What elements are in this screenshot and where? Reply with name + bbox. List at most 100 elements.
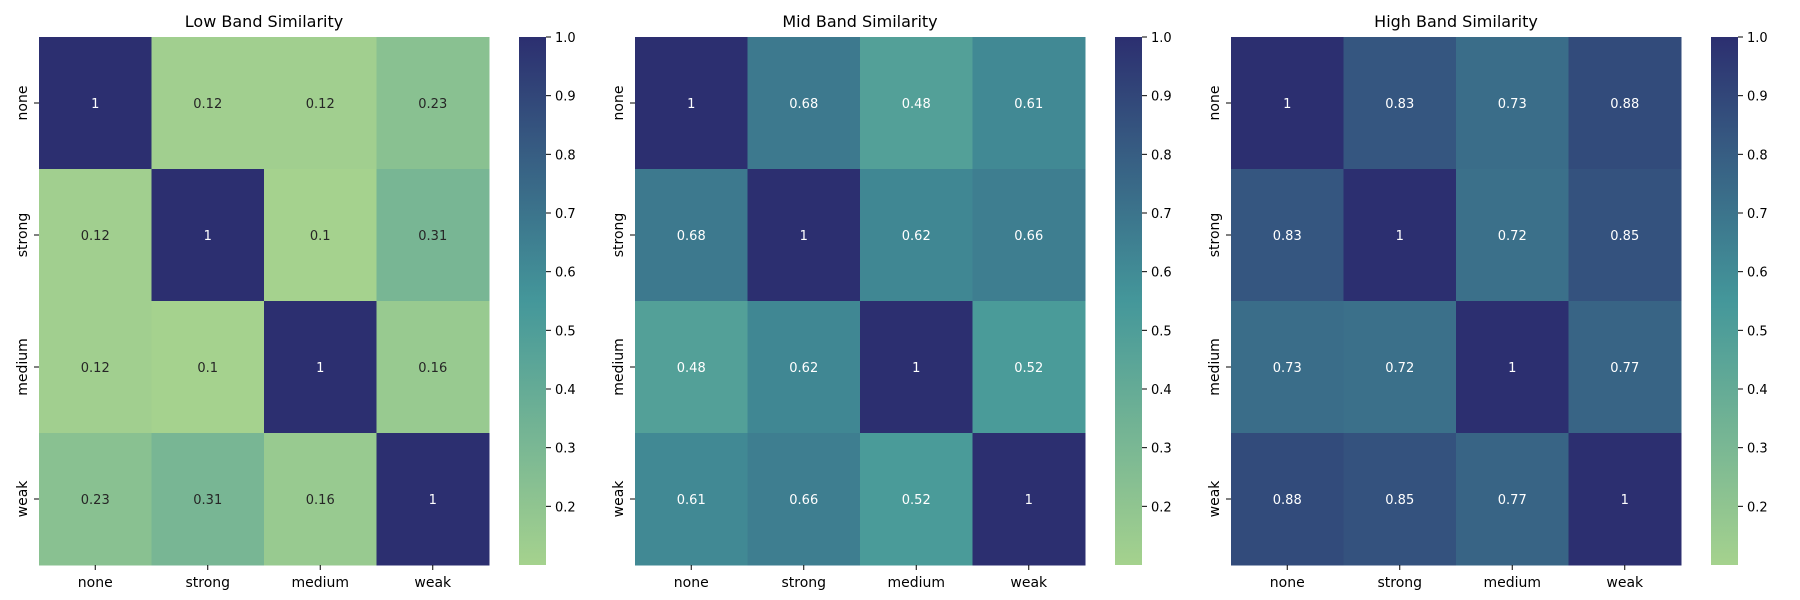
colorbar-tick-label: 0.2: [555, 500, 576, 515]
heatmap-cell: [635, 301, 748, 434]
cell-value-label: 0.85: [1385, 493, 1414, 508]
colorbar-tick-label: 0.7: [1151, 207, 1172, 222]
x-tick-label: strong: [1377, 575, 1422, 591]
heatmap-cell: [151, 301, 265, 434]
colorbar-tick-label: 1.0: [1747, 31, 1768, 46]
heatmap-cell: [39, 301, 152, 434]
colorbar-tick-label: 1.0: [555, 31, 576, 46]
heatmap-cell: [860, 37, 973, 170]
x-tick-label: weak: [1606, 575, 1644, 591]
heatmap-cell: [1343, 433, 1457, 566]
colorbar-tick-label: 0.8: [555, 148, 576, 163]
heatmap-cell: [1568, 37, 1682, 170]
cell-value-label: 0.68: [677, 229, 706, 244]
heatmap-cell: [1456, 37, 1569, 170]
heatmap-cell: [1568, 169, 1682, 302]
heatmap-cell: [1343, 37, 1457, 170]
y-tick-label: strong: [611, 213, 627, 258]
colorbar-tick-label: 0.2: [1747, 500, 1768, 515]
cell-value-label: 0.52: [1014, 361, 1043, 376]
heatmap-cell: [635, 433, 748, 566]
heatmap-cell: [264, 169, 377, 302]
cell-value-label: 0.12: [306, 97, 335, 112]
heatmap-cell: [376, 433, 490, 566]
heatmap-cell: [635, 37, 748, 170]
cell-value-label: 0.16: [306, 493, 335, 508]
cell-value-label: 0.31: [418, 229, 447, 244]
cell-value-label: 0.83: [1273, 229, 1302, 244]
y-tick-label: medium: [1207, 338, 1223, 396]
chart-title: Low Band Similarity: [185, 12, 343, 31]
heatmap-cell: [1231, 433, 1344, 566]
colorbar-tick-label: 0.4: [1151, 383, 1172, 398]
cell-value-label: 0.12: [81, 229, 110, 244]
x-tick-label: medium: [1483, 575, 1541, 591]
y-tick-label: none: [1207, 86, 1223, 121]
colorbar-tick-label: 0.9: [555, 90, 576, 105]
colorbar-tick-label: 0.4: [1747, 383, 1768, 398]
cell-value-label: 1: [91, 97, 99, 112]
cell-value-label: 0.88: [1273, 493, 1302, 508]
y-tick-label: weak: [611, 480, 627, 518]
cell-value-label: 0.23: [418, 97, 447, 112]
cell-value-label: 0.77: [1498, 493, 1527, 508]
y-tick-label: weak: [1207, 480, 1223, 518]
y-tick-label: weak: [15, 480, 31, 518]
cell-value-label: 0.62: [789, 361, 818, 376]
heatmap-cell: [747, 301, 861, 434]
cell-value-label: 1: [1283, 97, 1291, 112]
cell-value-label: 0.62: [902, 229, 931, 244]
x-tick-label: weak: [414, 575, 452, 591]
heatmap-cell: [1456, 301, 1569, 434]
cell-value-label: 0.88: [1610, 97, 1639, 112]
y-tick-label: none: [15, 86, 31, 121]
heatmap-cell: [1568, 301, 1682, 434]
y-tick-label: strong: [15, 213, 31, 258]
y-tick-label: medium: [611, 338, 627, 396]
y-tick-label: medium: [15, 338, 31, 396]
colorbar-tick-label: 1.0: [1151, 31, 1172, 46]
heatmap-cell: [972, 169, 1086, 302]
heatmap-cell: [635, 169, 748, 302]
cell-value-label: 1: [1025, 493, 1033, 508]
cell-value-label: 0.61: [677, 493, 706, 508]
colorbar-tick-label: 0.3: [1747, 442, 1768, 457]
colorbar-tick-label: 0.6: [1747, 266, 1768, 281]
heatmap-panel-1: Low Band Similarity 1 0.12 0.12 0.23 0.12 1 0.1…: [15, 12, 576, 591]
cell-value-label: 1: [1621, 493, 1629, 508]
cell-value-label: 1: [1508, 361, 1516, 376]
cell-value-label: 0.52: [902, 493, 931, 508]
x-tick-label: strong: [185, 575, 230, 591]
colorbar: [1115, 37, 1142, 565]
colorbar-tick-label: 0.5: [1151, 324, 1172, 339]
colorbar-tick-label: 0.3: [555, 442, 576, 457]
heatmap-cell: [860, 169, 973, 302]
cell-value-label: 1: [1396, 229, 1404, 244]
heatmap-cell: [39, 37, 152, 170]
heatmap-cell: [860, 301, 973, 434]
cell-value-label: 0.31: [193, 493, 222, 508]
y-tick-label: strong: [1207, 213, 1223, 258]
cell-value-label: 0.66: [789, 493, 818, 508]
heatmap-cell: [747, 37, 861, 170]
colorbar-tick-label: 0.2: [1151, 500, 1172, 515]
colorbar-tick-label: 0.8: [1151, 148, 1172, 163]
colorbar: [1711, 37, 1738, 565]
cell-value-label: 0.83: [1385, 97, 1414, 112]
cell-value-label: 0.72: [1385, 361, 1414, 376]
heatmap-cell: [376, 37, 490, 170]
heatmap-cell: [39, 433, 152, 566]
x-tick-label: medium: [291, 575, 349, 591]
cell-value-label: 0.16: [418, 361, 447, 376]
cell-value-label: 0.48: [677, 361, 706, 376]
colorbar-tick-label: 0.5: [1747, 324, 1768, 339]
cell-value-label: 0.68: [789, 97, 818, 112]
colorbar-tick-label: 0.6: [1151, 266, 1172, 281]
x-tick-label: weak: [1010, 575, 1048, 591]
heatmap-cell: [972, 37, 1086, 170]
heatmap-cell: [151, 169, 265, 302]
y-tick-label: none: [611, 86, 627, 121]
cell-value-label: 0.48: [902, 97, 931, 112]
